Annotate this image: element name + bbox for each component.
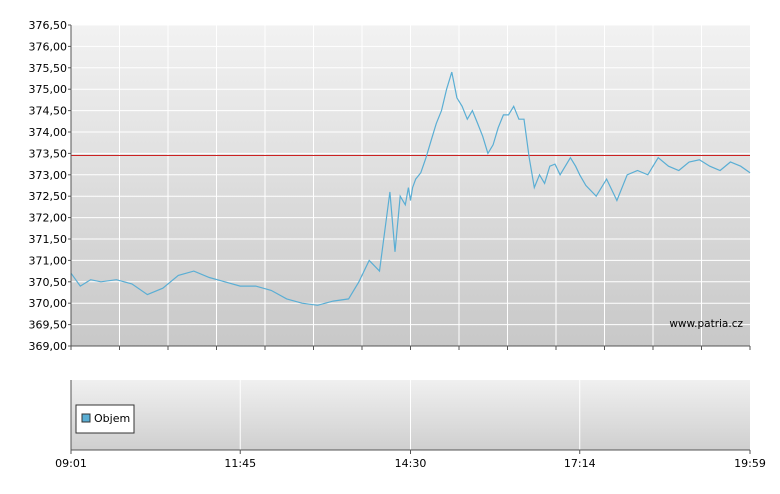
- price-y-tick-label: 371,50: [29, 233, 68, 246]
- price-y-tick-label: 376,50: [29, 19, 68, 32]
- price-y-tick-label: 375,00: [29, 83, 68, 96]
- price-y-tick-label: 372,50: [29, 190, 68, 203]
- watermark: www.patria.cz: [669, 318, 743, 330]
- x-tick-label: 11:45: [224, 457, 256, 470]
- price-y-tick-label: 369,50: [29, 319, 68, 332]
- x-tick-label: 17:14: [564, 457, 596, 470]
- volume-legend: Objem: [75, 404, 135, 434]
- price-y-tick-label: 373,50: [29, 147, 68, 160]
- price-y-tick-label: 373,00: [29, 169, 68, 182]
- price-y-tick-label: 370,00: [29, 297, 68, 310]
- price-plot-area: www.patria.cz 369,00 369,50 370,00 370,50 37…: [29, 19, 751, 353]
- legend-swatch-objem: [81, 413, 91, 423]
- price-y-tick-labels: 369,00 369,50 370,00 370,50 371,00 371,50 372,…: [29, 19, 71, 353]
- price-series-line: [70, 71, 751, 306]
- price-y-tick-label: 374,00: [29, 126, 68, 139]
- price-y-tick-label: 369,00: [29, 340, 68, 353]
- volume-x-tick-labels: 09:01 11:45 14:30 17:14 19:59: [55, 450, 766, 470]
- legend-label-objem: Objem: [94, 412, 130, 425]
- volume-vertical-gridlines: [239, 380, 581, 450]
- price-y-tick-label: 376,00: [29, 40, 68, 53]
- price-y-tick-label: 370,50: [29, 276, 68, 289]
- x-tick-label: 09:01: [55, 457, 87, 470]
- volume-plot-area: Objem 09:01 11:45 14:30 17:14 19:59: [55, 380, 766, 470]
- price-vertical-gridlines: [119, 25, 702, 346]
- price-y-tick-label: 372,00: [29, 212, 68, 225]
- price-y-tick-label: 371,00: [29, 254, 68, 267]
- x-tick-label: 19:59: [734, 457, 766, 470]
- price-y-tick-label: 374,50: [29, 105, 68, 118]
- price-x-tick-marks: [70, 346, 751, 350]
- price-y-tick-label: 375,50: [29, 62, 68, 75]
- x-tick-label: 14:30: [395, 457, 427, 470]
